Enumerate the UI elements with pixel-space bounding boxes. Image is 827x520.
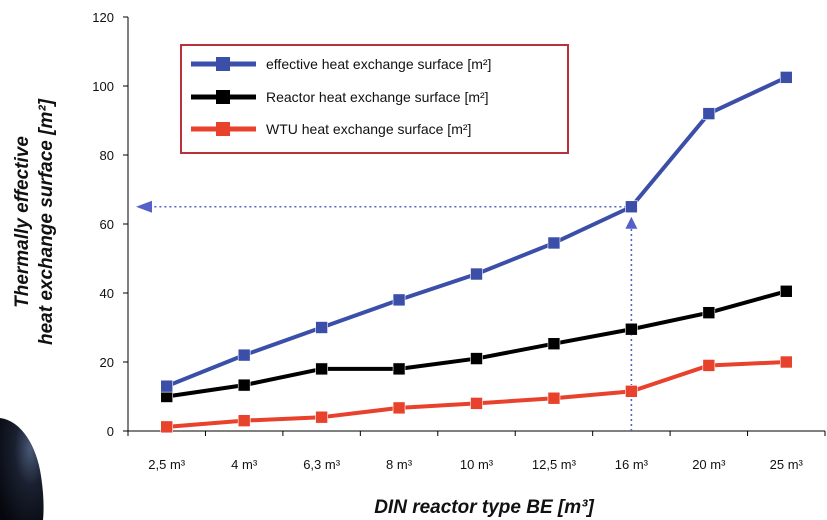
data-point — [315, 321, 328, 334]
x-tick-label: 25 m³ — [770, 457, 804, 472]
data-point — [315, 362, 328, 376]
data-point — [392, 362, 406, 376]
x-tick-label: 20 m³ — [692, 457, 726, 472]
data-point — [779, 71, 793, 84]
legend-label: WTU heat exchange surface [m²] — [266, 121, 471, 137]
x-tick-label: 16 m³ — [615, 457, 649, 472]
annotation-arrow-up — [625, 216, 638, 229]
y-tick-label: 120 — [92, 10, 114, 25]
data-point — [470, 267, 483, 281]
data-point — [547, 337, 561, 351]
data-point — [237, 414, 251, 427]
x-tick-label: 4 m³ — [231, 457, 258, 472]
legend-label: Reactor heat exchange surface [m²] — [266, 89, 489, 105]
x-tick-label: 12,5 m³ — [532, 457, 577, 472]
data-point — [625, 385, 638, 398]
series-line — [166, 289, 787, 399]
x-tick-label: 8 m³ — [386, 457, 413, 472]
y-tick-label: 100 — [92, 79, 114, 94]
x-tick-label: 6,3 m³ — [303, 457, 341, 472]
y-axis-title-line1: Thermally effective — [12, 136, 33, 308]
data-point — [625, 322, 638, 336]
data-point — [702, 306, 716, 319]
y-tick-label: 60 — [100, 217, 114, 232]
data-point — [392, 401, 406, 415]
data-point — [702, 359, 716, 372]
data-point — [779, 284, 793, 298]
y-tick-label: 40 — [100, 286, 114, 301]
data-point — [237, 348, 251, 362]
data-point — [470, 397, 483, 410]
annotation-arrow-left — [136, 200, 152, 213]
legend-marker — [216, 90, 230, 104]
legend-marker — [216, 57, 230, 71]
y-axis-title-line2: heat exchange surface [m²] — [36, 98, 57, 345]
data-point — [625, 200, 638, 214]
decorative-shape — [0, 418, 44, 520]
legend: effective heat exchange surface [m²] Reac… — [180, 44, 569, 154]
x-axis-title: DIN reactor type BE [m³] — [374, 497, 594, 518]
data-point — [315, 410, 328, 424]
data-point — [779, 355, 793, 369]
data-point — [237, 378, 251, 392]
legend-label: effective heat exchange surface [m²] — [266, 56, 491, 72]
data-point — [470, 352, 483, 365]
y-tick-label: 80 — [100, 148, 114, 163]
series-line — [166, 360, 787, 429]
data-point — [160, 420, 174, 434]
x-tick-label: 10 m³ — [460, 457, 494, 472]
data-point — [547, 236, 561, 250]
y-tick-label: 20 — [100, 355, 114, 370]
data-point — [702, 107, 716, 120]
y-tick-label: 0 — [107, 424, 114, 439]
data-point — [547, 391, 561, 405]
data-point — [392, 293, 406, 307]
legend-marker — [216, 122, 230, 136]
x-tick-label: 2,5 m³ — [148, 457, 186, 472]
data-point — [160, 379, 174, 393]
